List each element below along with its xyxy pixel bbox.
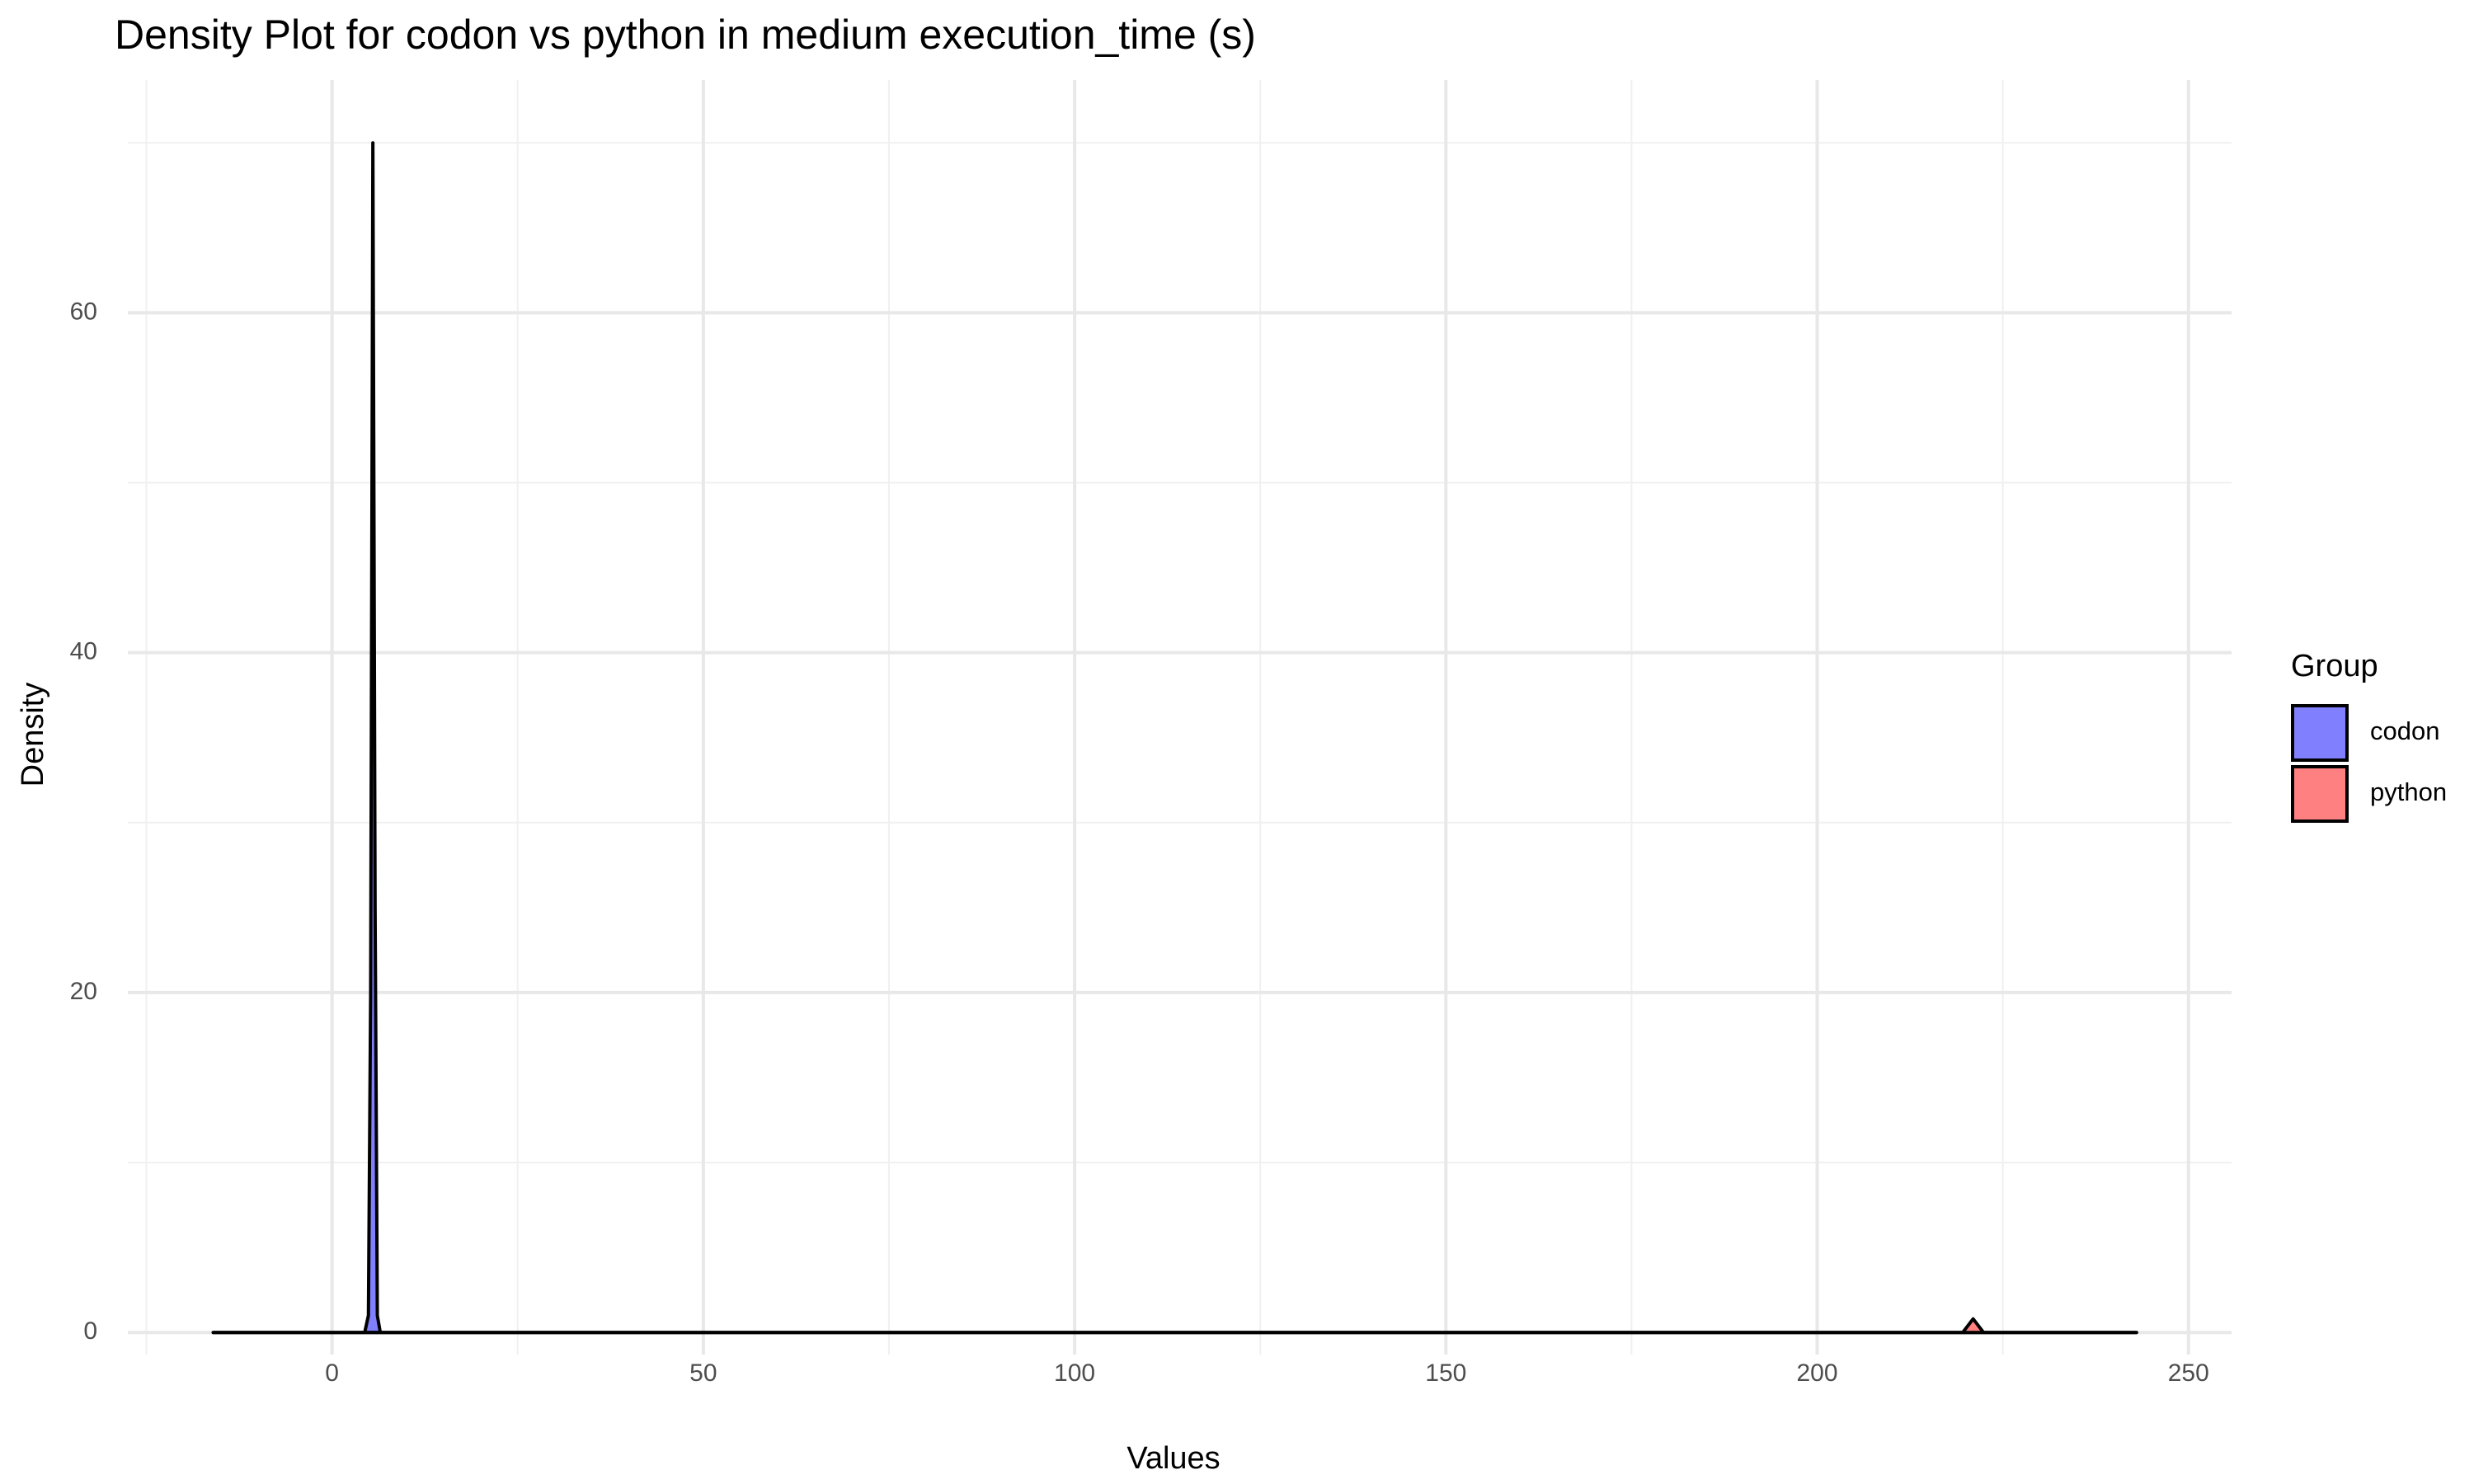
x-tick-label: 50 — [689, 1360, 717, 1387]
x-axis-title: Values — [1126, 1441, 1220, 1476]
x-tick-label: 100 — [1054, 1360, 1095, 1387]
y-tick-label: 60 — [70, 298, 97, 325]
legend-label: python — [2370, 777, 2447, 806]
density-curve — [211, 141, 2138, 1335]
chart-title: Density Plot for codon vs python in medi… — [115, 12, 1256, 58]
y-axis-title: Density — [16, 683, 50, 787]
x-tick-label: 0 — [325, 1360, 339, 1387]
x-tick-label: 200 — [1797, 1360, 1838, 1387]
legend-key — [2291, 704, 2349, 762]
legend-title: Group — [2291, 649, 2378, 683]
y-tick-label: 40 — [70, 638, 97, 665]
legend-key — [2291, 765, 2349, 823]
x-tick-label: 250 — [2168, 1360, 2209, 1387]
x-tick-label: 150 — [1425, 1360, 1466, 1387]
density-curve — [211, 1317, 2138, 1335]
legend-label: codon — [2370, 716, 2439, 745]
y-tick-label: 0 — [83, 1317, 97, 1345]
y-tick-label: 20 — [70, 978, 97, 1005]
